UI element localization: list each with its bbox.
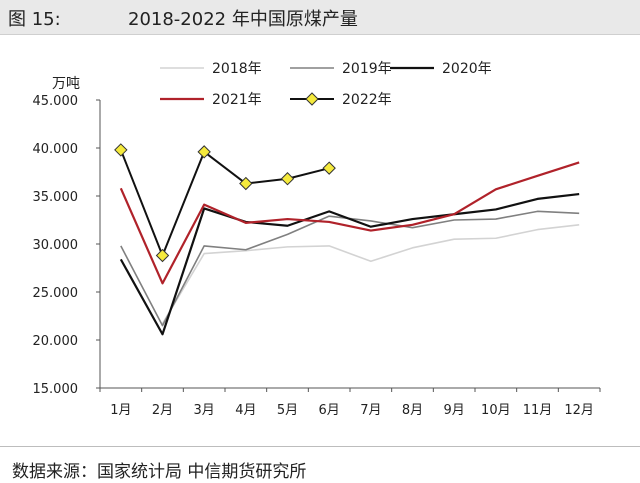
legend-marker: [305, 92, 319, 106]
y-tick-label: 30.000: [33, 238, 79, 253]
y-tick-label: 35.000: [33, 190, 79, 205]
y-tick-label: 45.000: [33, 94, 79, 109]
series-line-2018年: [161, 224, 580, 325]
data-point-marker: [322, 161, 336, 175]
x-tick-label: 6月: [319, 403, 340, 418]
series-line-2019年: [120, 210, 580, 327]
figure-label: 图 15:: [8, 9, 61, 30]
x-tick-label: 10月: [481, 403, 511, 418]
x-tick-label: 11月: [523, 403, 553, 418]
y-tick-label: 25.000: [33, 286, 79, 301]
y-tick-label: 20.000: [33, 334, 79, 349]
x-tick-label: 4月: [235, 403, 256, 418]
x-tick-label: 2月: [152, 403, 173, 418]
series-line-2022年: [119, 149, 330, 257]
legend-label: 2018年: [212, 61, 262, 77]
y-axis-unit-label: 万吨: [52, 76, 80, 92]
chart-title: 2018-2022 年中国原煤产量: [128, 9, 358, 30]
data-point-marker: [197, 145, 211, 159]
data-point-marker: [155, 248, 170, 263]
y-tick-label: 40.000: [33, 142, 79, 157]
data-point-marker: [239, 176, 253, 191]
footer-divider: [0, 446, 640, 447]
series-line-2021年: [119, 161, 580, 285]
data-point-marker: [114, 143, 128, 157]
x-tick-label: 12月: [564, 403, 594, 418]
x-tick-label: 9月: [444, 403, 465, 418]
x-tick-label: 5月: [277, 403, 298, 418]
data-point-marker: [280, 172, 295, 186]
x-tick-label: 8月: [402, 403, 423, 418]
legend-label: 2022年: [342, 92, 392, 108]
legend-label: 2019年: [342, 61, 392, 77]
source-note: 数据来源：国家统计局 中信期货研究所: [12, 462, 307, 482]
y-tick-label: 15.000: [33, 382, 79, 397]
x-tick-label: 1月: [110, 403, 131, 418]
series-line-2020年: [119, 192, 580, 336]
legend-label: 2020年: [442, 61, 492, 77]
x-tick-label: 7月: [360, 403, 381, 418]
legend-label: 2021年: [212, 92, 262, 108]
title-bar: 图 15: 2018-2022 年中国原煤产量: [0, 0, 640, 35]
x-tick-label: 3月: [194, 403, 215, 418]
